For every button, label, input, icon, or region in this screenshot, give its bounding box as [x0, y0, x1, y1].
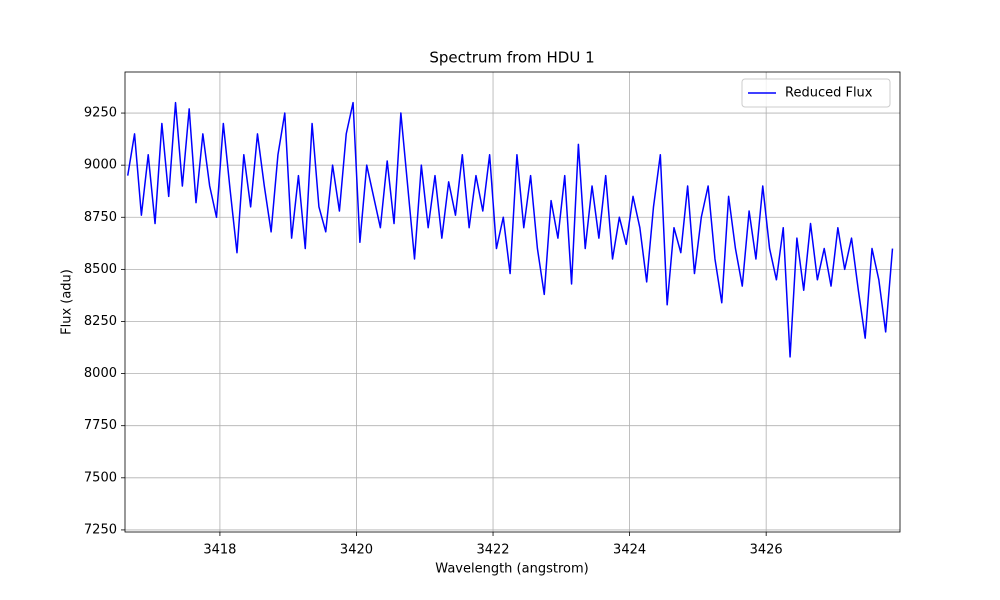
y-tick-label: 7500	[84, 470, 117, 485]
legend-box	[741, 78, 891, 108]
y-tick-label: 7750	[84, 418, 117, 433]
legend-label: Reduced Flux	[785, 86, 873, 101]
x-axis-label: Wavelength (angstrom)	[435, 562, 588, 577]
y-tick-label: 9250	[84, 106, 117, 121]
data-line	[126, 101, 894, 358]
y-tick-label: 7250	[84, 522, 117, 537]
y-tick-label: 9000	[84, 158, 117, 173]
y-tick-label: 8500	[84, 262, 117, 277]
x-tick-label: 3426	[750, 543, 783, 558]
x-tick-label: 3418	[203, 543, 236, 558]
x-tick-label: 3424	[613, 543, 646, 558]
y-tick-label: 8000	[84, 366, 117, 381]
chart-title: Spectrum from HDU 1	[429, 49, 594, 67]
y-axis-label: Flux (adu)	[60, 269, 75, 335]
y-tick-label: 8250	[84, 314, 117, 329]
y-tick-label: 8750	[84, 210, 117, 225]
x-tick-label: 3420	[340, 543, 373, 558]
x-tick-label: 3422	[476, 543, 509, 558]
plot-frame	[124, 71, 901, 533]
